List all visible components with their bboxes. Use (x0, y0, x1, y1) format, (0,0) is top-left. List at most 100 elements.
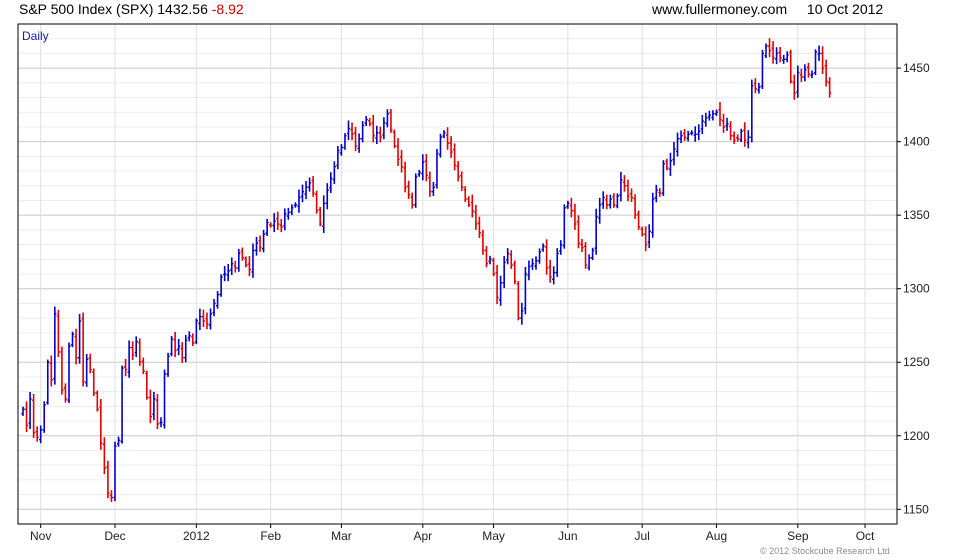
ohlc-bar (658, 188, 662, 197)
ohlc-bar (410, 192, 414, 209)
ohlc-bar (428, 171, 432, 197)
ohlc-bar (629, 188, 634, 202)
period-label: Daily (22, 29, 49, 43)
ohlc-bar (598, 197, 602, 224)
ohlc-bar (251, 243, 255, 278)
ohlc-bar (509, 250, 513, 269)
ohlc-bar (796, 65, 800, 98)
ohlc-bar (615, 193, 619, 209)
ohlc-bar (226, 264, 230, 282)
ohlc-bar (184, 334, 188, 363)
ohlc-bar (736, 134, 740, 142)
x-tick-label: Jun (558, 529, 577, 543)
ohlc-bar (559, 240, 563, 255)
ohlc-bar (633, 194, 637, 219)
ohlc-bar (711, 110, 715, 121)
ohlc-bar (205, 312, 209, 330)
ohlc-bar (283, 208, 287, 231)
ohlc-bar (460, 171, 464, 191)
ohlc-bar (67, 342, 71, 404)
ohlc-bar (782, 54, 786, 64)
ohlc-bar (654, 184, 658, 203)
ohlc-bar (771, 41, 775, 64)
ohlc-bar (318, 206, 322, 227)
ohlc-bar (785, 51, 789, 63)
ohlc-bar (828, 77, 832, 98)
ohlc-bar (750, 79, 754, 143)
ohlc-bar (453, 143, 457, 171)
ohlc-bar (148, 389, 152, 424)
ohlc-bar (619, 171, 623, 202)
ohlc-bar (219, 274, 223, 297)
ohlc-bar (484, 246, 489, 268)
ohlc-bar (53, 306, 57, 385)
ohlc-bar (279, 219, 283, 233)
ohlc-bar (364, 116, 368, 127)
ohlc-bar (145, 370, 149, 400)
ohlc-bar (470, 194, 474, 218)
y-tick-label: 1300 (903, 282, 930, 296)
x-tick-label: Dec (104, 529, 125, 543)
plot-border (17, 23, 898, 525)
ohlc-bar (541, 243, 545, 252)
x-tick-label: Nov (30, 529, 51, 543)
ohlc-bar (261, 229, 266, 253)
ohlc-bar (506, 248, 510, 265)
ohlc-bar (605, 194, 609, 210)
ohlc-bar (74, 328, 78, 365)
ohlc-bar (332, 161, 336, 184)
grid-layer (18, 24, 897, 524)
ohlc-bar (732, 131, 736, 144)
ohlc-bar (534, 256, 538, 270)
ohlc-bar (304, 181, 308, 200)
ohlc-bar (774, 47, 779, 65)
ohlc-bar (661, 160, 665, 197)
ohlc-bar (637, 210, 641, 230)
ohlc-bar (131, 341, 135, 361)
x-tick-label: Apr (413, 529, 432, 543)
site-link[interactable]: www.fullermoney.com (652, 1, 788, 17)
ohlc-bar (371, 114, 375, 143)
ohlc-bar (502, 256, 506, 288)
ohlc-bar (166, 352, 170, 377)
x-tick-label: 2012 (183, 529, 210, 543)
ohlc-bar (258, 235, 262, 252)
ohlc-bar (63, 383, 68, 403)
ohlc-bar (106, 460, 110, 499)
ohlc-bar (697, 124, 701, 141)
ohlc-bar (88, 353, 92, 374)
ohlc-bar (230, 257, 234, 276)
ohlc-bar (141, 357, 145, 374)
ohlc-bar (70, 331, 75, 348)
ohlc-bar (311, 176, 315, 197)
ohlc-bar (46, 359, 50, 405)
ohlc-bar (336, 146, 340, 170)
ohlc-bar (116, 436, 121, 447)
ohlc-bar (127, 340, 131, 378)
ohlc-bar (474, 204, 478, 230)
ohlc-bar (601, 191, 605, 209)
ohlc-bar (725, 117, 729, 131)
ohlc-bar (778, 46, 782, 63)
ohlc-bar (580, 239, 584, 252)
ohlc-bar (254, 236, 259, 256)
header-left: S&P 500 Index (SPX) 1432.56 -8.92 (19, 1, 244, 17)
ohlc-bar (223, 266, 227, 282)
ohlc-bar (201, 309, 206, 327)
ohlc-bar (792, 74, 796, 100)
ohlc-bar (746, 130, 750, 149)
ohlc-bar (208, 308, 213, 330)
ohlc-bar (431, 181, 436, 197)
ohlc-bar (591, 247, 595, 261)
ohlc-bar (403, 161, 407, 193)
ohlc-bar (753, 78, 757, 94)
ohlc-bar (739, 128, 743, 143)
ohlc-bar (113, 441, 117, 502)
last-price: 1432.56 (157, 1, 208, 17)
y-tick-label: 1400 (903, 135, 930, 149)
ohlc-bar (265, 219, 269, 237)
ohlc-bar (343, 133, 347, 150)
y-tick-label: 1350 (903, 208, 930, 222)
x-tick-label: Feb (260, 529, 281, 543)
ohlc-bar (339, 144, 344, 156)
